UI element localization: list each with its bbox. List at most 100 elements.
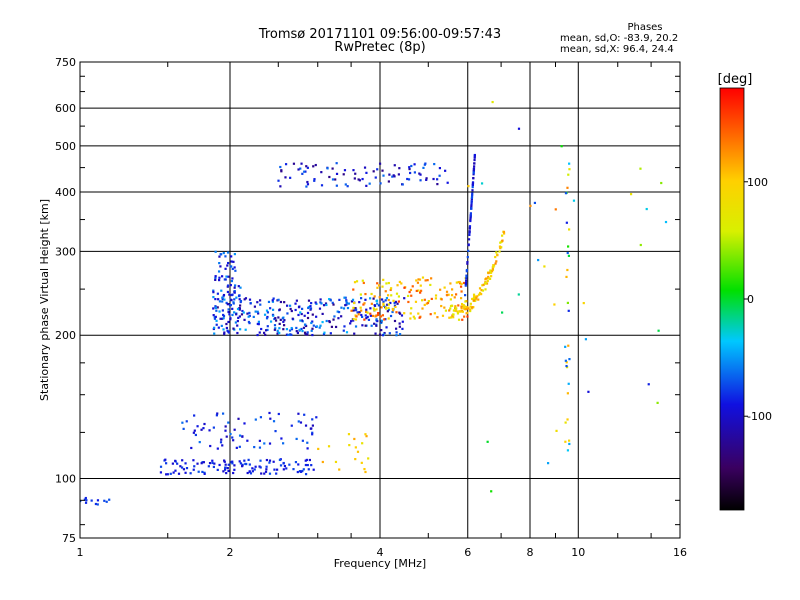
data-point [221,296,224,299]
data-point [220,289,223,292]
data-point [84,496,87,500]
data-point [449,307,452,310]
data-point [499,241,502,244]
data-point [367,457,370,460]
data-point [349,322,352,325]
data-point [347,302,350,305]
data-point [408,166,411,169]
data-point [564,359,567,362]
data-point [398,280,401,284]
data-point [372,170,375,173]
data-point [225,275,228,278]
y-tick-label: 750 [55,56,76,69]
data-point [216,306,219,309]
data-point [235,296,238,299]
data-point [229,432,232,436]
data-point [220,253,223,256]
data-point [533,201,537,205]
data-point [427,299,430,303]
data-point [327,445,331,448]
data-point [468,226,471,229]
data-point [469,212,472,215]
data-point [224,255,227,258]
data-point [96,503,99,506]
data-point [502,230,506,234]
data-point [423,298,426,301]
data-point [377,311,380,315]
data-point [494,262,497,265]
data-point [430,297,433,301]
data-point [383,331,386,335]
data-point [664,220,668,224]
data-point [265,458,268,462]
y-axis-label: Stationary phase Virtual Height [km] [38,199,51,401]
data-point [229,283,232,287]
data-point [397,173,400,176]
data-point [329,332,332,335]
data-point [409,171,412,175]
data-point [459,297,463,300]
data-point [474,298,477,301]
data-point [565,361,568,364]
data-point [360,309,363,312]
data-point [373,309,376,312]
data-point [462,281,466,285]
data-point [233,290,236,293]
data-point [306,447,309,450]
data-point [265,468,268,471]
data-point [277,316,280,319]
data-point [228,293,231,296]
data-point [471,185,474,189]
chart-subtitle: RwPretec (8p) [334,40,426,55]
data-point [345,331,349,334]
data-point [290,328,294,331]
data-point [249,302,252,305]
data-point [453,296,456,299]
data-point [202,461,205,464]
data-point [196,425,199,428]
data-point [218,300,222,303]
data-point [227,320,230,324]
data-point [288,304,292,307]
data-point [354,172,357,175]
data-point [258,439,261,442]
data-point [357,313,360,316]
data-point [271,308,275,311]
data-point [419,173,422,176]
x-tick-label: 4 [377,546,384,559]
data-point [529,204,532,207]
data-point [477,298,480,301]
data-point [297,420,300,423]
data-point [212,291,215,294]
data-point [233,291,236,294]
data-point [369,312,372,315]
data-point [444,309,448,312]
data-point [480,289,483,292]
data-point [288,463,291,466]
data-point [172,471,175,474]
data-point [566,418,569,421]
data-point [284,176,287,179]
data-point [238,298,241,301]
data-point [248,298,252,301]
data-point [382,174,385,177]
data-point [481,284,484,287]
data-point [214,315,217,318]
data-point [197,470,200,473]
data-point [460,305,463,308]
data-point [452,309,456,312]
data-point [490,490,493,493]
data-point [361,177,364,181]
data-point [313,178,316,181]
data-point [657,329,660,332]
data-point [398,333,402,336]
data-point [169,472,172,475]
data-point [260,472,263,475]
data-point [565,275,568,279]
data-point [85,499,88,502]
data-point [292,162,296,165]
data-point [318,307,322,310]
data-point [242,311,245,314]
data-point [229,265,232,268]
data-point [380,306,383,309]
